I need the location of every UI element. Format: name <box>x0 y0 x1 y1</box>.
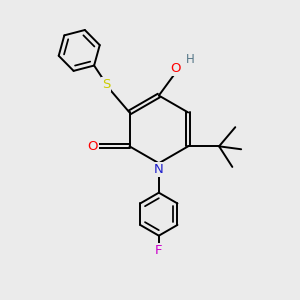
Text: S: S <box>102 78 110 91</box>
Text: F: F <box>155 244 163 257</box>
Text: O: O <box>170 62 181 75</box>
Text: H: H <box>186 53 195 66</box>
Text: O: O <box>88 140 98 153</box>
Text: N: N <box>154 163 164 176</box>
